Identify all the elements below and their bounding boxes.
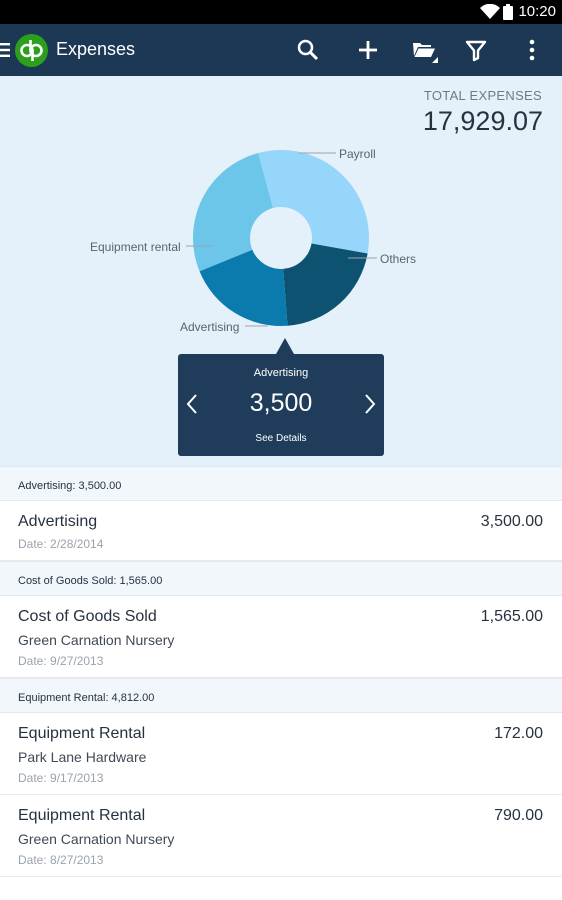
expense-date: Date: 9/17/2013 bbox=[18, 771, 104, 785]
expenses-donut-chart[interactable] bbox=[0, 76, 562, 466]
chevron-left-icon[interactable] bbox=[184, 392, 200, 416]
more-vert-icon[interactable] bbox=[518, 36, 546, 64]
pie-label-payroll: Payroll bbox=[339, 147, 376, 161]
expense-amount: 172.00 bbox=[494, 725, 543, 742]
expense-amount: 790.00 bbox=[494, 807, 543, 824]
expense-row[interactable]: Equipment Rental Green Carnation Nursery D… bbox=[0, 795, 562, 877]
tooltip-arrow bbox=[276, 338, 294, 354]
search-icon[interactable] bbox=[294, 36, 322, 64]
expense-payee: Park Lane Hardware bbox=[18, 749, 147, 765]
pie-label-equipment-rental: Equipment rental bbox=[90, 240, 181, 254]
pie-slice-equipment-rental[interactable] bbox=[193, 153, 273, 272]
status-bar: 10:20 bbox=[0, 0, 562, 24]
expense-amount: 1,565.00 bbox=[480, 608, 543, 625]
pie-slice-payroll[interactable] bbox=[258, 150, 369, 254]
pie-slice-advertising[interactable] bbox=[199, 249, 288, 326]
expense-date: Date: 8/27/2013 bbox=[18, 853, 104, 867]
total-expenses-value: 17,929.07 bbox=[422, 106, 543, 136]
expense-row[interactable]: Advertising Date: 2/28/2014 3,500.00 bbox=[0, 501, 562, 561]
expense-payee: Green Carnation Nursery bbox=[18, 831, 175, 847]
group-header: Advertising: 3,500.00 bbox=[0, 466, 562, 501]
tooltip-amount: 3,500 bbox=[249, 389, 313, 417]
expense-row[interactable]: Equipment Rental Park Lane Hardware Date: … bbox=[0, 713, 562, 795]
expense-title: Advertising bbox=[18, 513, 98, 530]
chart-area: TOTAL EXPENSES 17,929.07 Payroll Others … bbox=[0, 76, 562, 466]
expense-title: Cost of Goods Sold bbox=[18, 608, 157, 625]
see-details-link[interactable]: See Details bbox=[255, 433, 307, 444]
slice-detail-card: Advertising 3,500 See Details bbox=[178, 354, 384, 456]
battery-icon bbox=[503, 4, 513, 20]
expense-payee: Green Carnation Nursery bbox=[18, 632, 175, 648]
expense-title: Equipment Rental bbox=[18, 725, 146, 742]
pie-label-advertising: Advertising bbox=[180, 320, 240, 334]
filter-icon[interactable] bbox=[462, 36, 490, 64]
expense-list: Advertising: 3,500.00 Advertising Date: 2/… bbox=[0, 466, 562, 877]
chevron-right-icon[interactable] bbox=[362, 392, 378, 416]
tooltip-category: Advertising bbox=[253, 367, 309, 379]
status-time: 10:20 bbox=[518, 3, 556, 20]
page-title: Expenses bbox=[56, 39, 136, 59]
pie-slice-others[interactable] bbox=[283, 243, 368, 326]
expense-date: Date: 2/28/2014 bbox=[18, 537, 104, 551]
wifi-icon bbox=[480, 4, 500, 19]
expense-amount: 3,500.00 bbox=[480, 513, 543, 530]
quickbooks-logo-icon[interactable] bbox=[15, 34, 48, 67]
expense-row[interactable]: Cost of Goods Sold Green Carnation Nurser… bbox=[0, 596, 562, 678]
total-expenses-label: TOTAL EXPENSES bbox=[423, 88, 542, 103]
expense-title: Equipment Rental bbox=[18, 807, 146, 824]
expense-date: Date: 9/27/2013 bbox=[18, 654, 104, 668]
menu-icon[interactable] bbox=[0, 42, 10, 58]
plus-icon[interactable] bbox=[354, 36, 382, 64]
group-header: Cost of Goods Sold: 1,565.00 bbox=[0, 561, 562, 596]
app-bar: Expenses bbox=[0, 24, 562, 76]
pie-label-others: Others bbox=[380, 252, 417, 266]
folder-open-icon[interactable] bbox=[410, 36, 438, 64]
group-header: Equipment Rental: 4,812.00 bbox=[0, 678, 562, 713]
